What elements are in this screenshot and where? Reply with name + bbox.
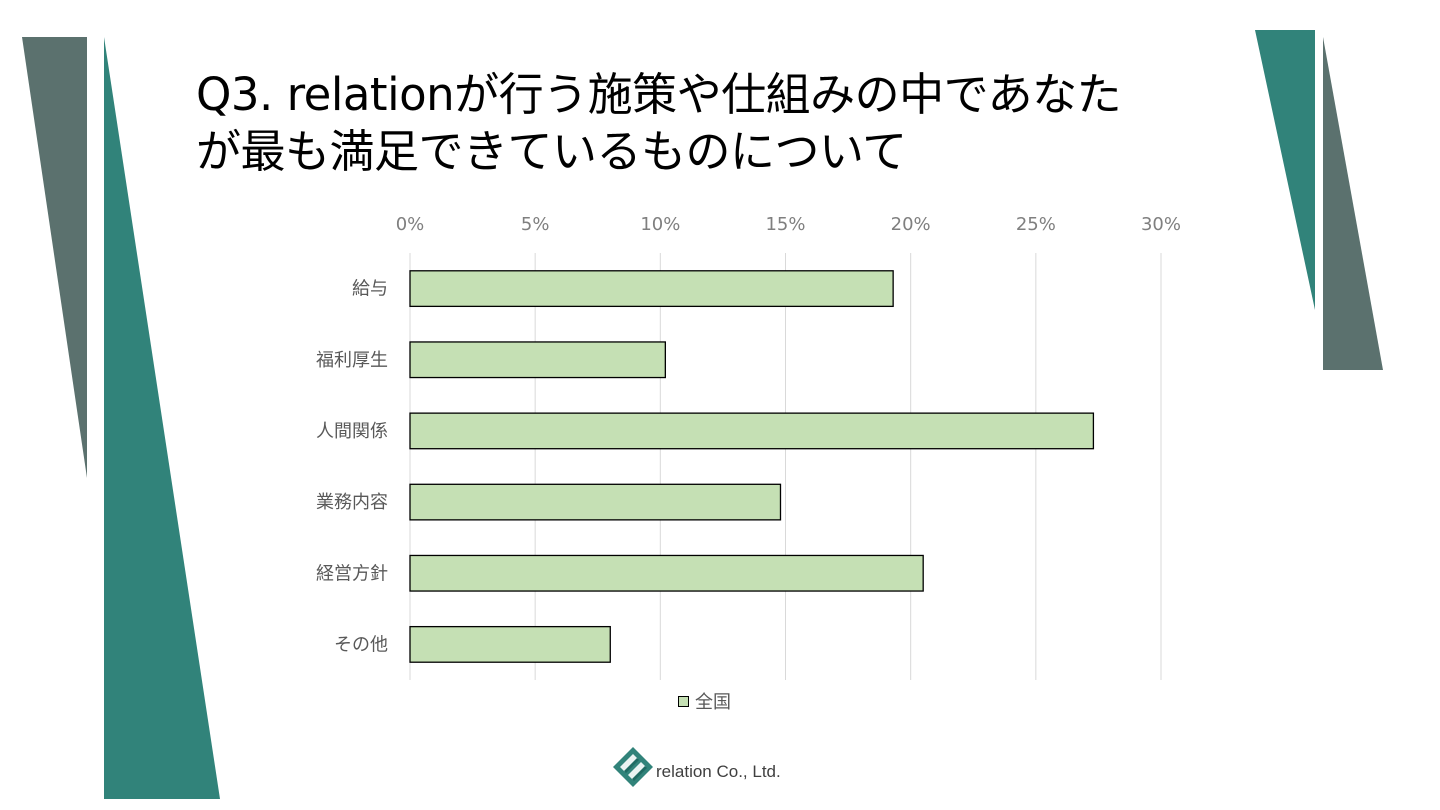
x-tick-label: 15% xyxy=(765,214,805,235)
title-line-1: Q3. relationが行う施策や仕組みの中であなた xyxy=(196,68,1122,121)
company-footer: relation Co., Ltd. xyxy=(612,746,781,788)
bar xyxy=(409,625,611,663)
category-label: その他 xyxy=(334,634,388,655)
x-tick-label: 0% xyxy=(396,214,425,235)
x-tick-label: 5% xyxy=(521,214,550,235)
bar xyxy=(409,483,782,521)
x-tick-label: 10% xyxy=(640,214,680,235)
bar xyxy=(409,554,924,592)
category-label: 人間関係 xyxy=(316,421,388,442)
page-title: Q3. relationが行う施策や仕組みの中であなた が最も満足できているもの… xyxy=(196,66,1246,180)
chart-legend: 全国 xyxy=(678,688,731,714)
x-tick-label: 30% xyxy=(1141,214,1181,235)
x-tick-label: 20% xyxy=(891,214,931,235)
legend-swatch xyxy=(678,695,689,707)
company-name: relation Co., Ltd. xyxy=(656,762,781,781)
bar xyxy=(409,412,1095,450)
title-line-2: が最も満足できているものについて xyxy=(196,125,907,178)
category-label: 福利厚生 xyxy=(316,350,388,371)
left-teal-triangle xyxy=(104,37,220,799)
legend-label: 全国 xyxy=(695,692,731,713)
bar xyxy=(409,270,894,308)
category-label: 経営方針 xyxy=(316,563,388,584)
bar xyxy=(409,341,666,379)
left-gray-triangle xyxy=(22,37,87,478)
right-teal-triangle xyxy=(1255,30,1315,310)
relation-logo-icon xyxy=(613,747,653,787)
right-gray-triangle xyxy=(1323,37,1383,370)
category-label: 業務内容 xyxy=(316,492,388,513)
category-label: 給与 xyxy=(352,279,388,300)
x-tick-label: 25% xyxy=(1016,214,1056,235)
